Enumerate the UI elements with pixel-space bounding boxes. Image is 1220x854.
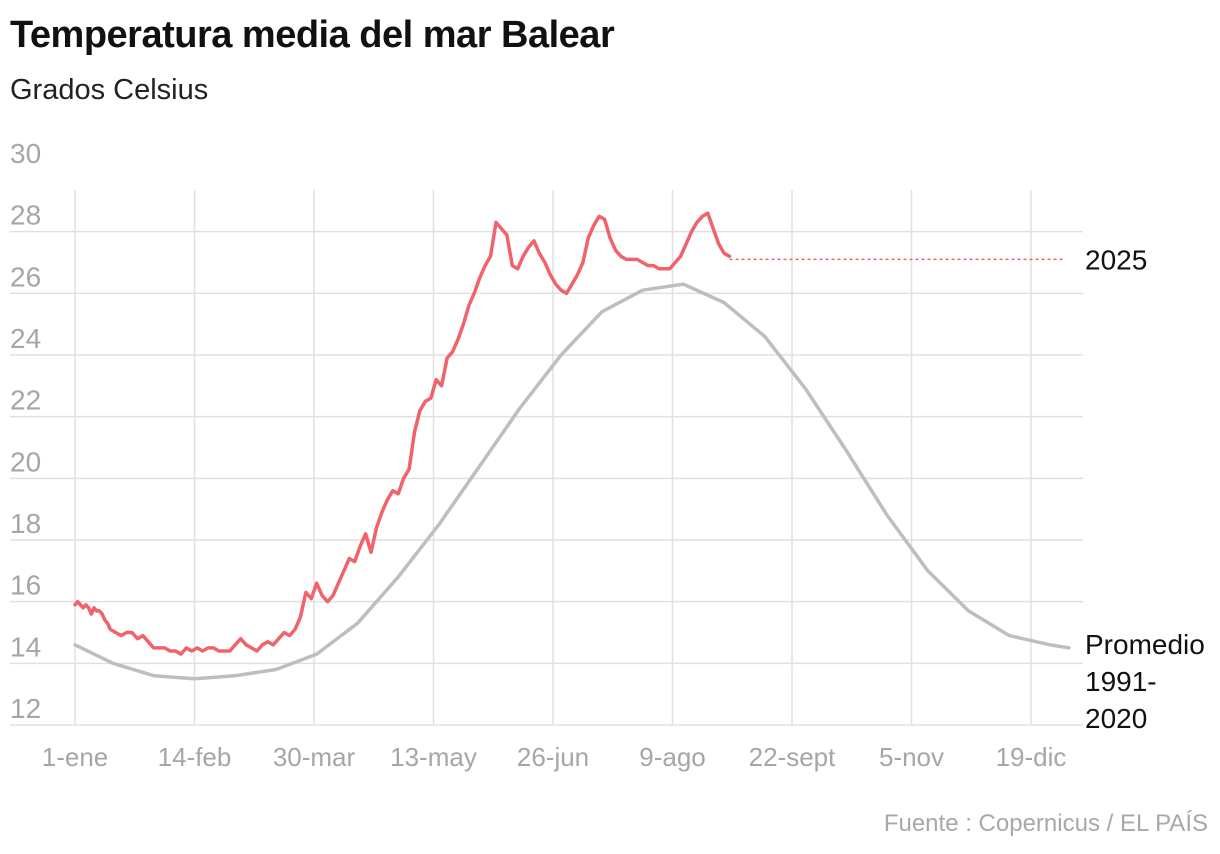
y-tick-label: 12 [10,693,41,724]
y-tick-label: 16 [10,570,41,601]
x-tick-label: 30-mar [273,742,356,772]
y-tick-label: 20 [10,446,41,477]
y-tick-label: 22 [10,385,41,416]
series-label-average-line: Promedio [1085,629,1205,660]
x-tick-label: 19-dic [996,742,1067,772]
x-tick-label: 1-ene [42,742,109,772]
series-line-2025 [73,211,732,656]
series-label-average-line: 2020 [1085,703,1147,734]
grid [10,190,1083,726]
y-tick-label: 14 [10,631,41,662]
series-line-average [73,282,1071,681]
series-label-2025: 2025 [1085,244,1147,275]
x-tick-label: 13-may [390,742,477,772]
series-labels: 2025 Promedio 1991- 2020 [1085,244,1205,734]
y-tick-label: 26 [10,261,41,292]
y-tick-label: 18 [10,508,41,539]
chart-title: Temperatura media del mar Balear [10,14,615,56]
x-tick-label: 14-feb [158,742,232,772]
y-tick-label: 24 [10,323,41,354]
chart-subtitle: Grados Celsius [10,74,209,106]
x-axis-ticks: 1-ene 14-feb 30-mar 13-may 26-jun 9-ago 22-sep… [42,742,1067,772]
y-axis-ticks: 12 14 16 18 20 22 24 26 28 30 [10,138,41,724]
x-tick-label: 5-nov [879,742,944,772]
series [73,211,1071,681]
source-note: Fuente : Copernicus / EL PAÍS [883,810,1208,837]
x-tick-label: 26-jun [517,742,589,772]
y-tick-label: 28 [10,200,41,231]
series-label-average-line: 1991- [1085,666,1157,697]
x-tick-label: 9-ago [639,742,706,772]
y-tick-label: 30 [10,138,41,169]
x-tick-label: 22-sept [749,742,836,772]
